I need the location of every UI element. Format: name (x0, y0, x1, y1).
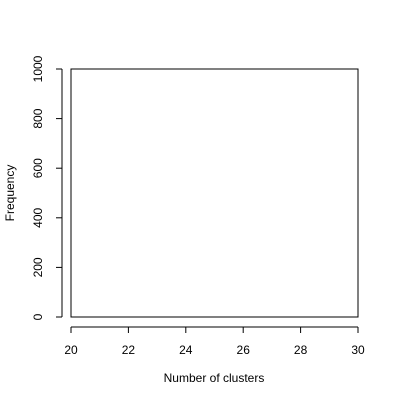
plot-frame (70, 68, 359, 318)
x-tick-label: 24 (179, 343, 193, 357)
x-axis: 20 22 24 26 28 30 (64, 326, 365, 357)
y-tick-label: 800 (31, 108, 45, 128)
y-tick-label: 200 (31, 257, 45, 277)
y-axis-title: Frequency (3, 165, 17, 222)
x-tick-label: 26 (237, 343, 251, 357)
x-tick-label: 22 (122, 343, 136, 357)
x-tick-label: 30 (351, 343, 365, 357)
x-tick-label: 28 (294, 343, 308, 357)
y-tick-label: 400 (31, 207, 45, 227)
y-tick-label: 600 (31, 158, 45, 178)
y-tick-label: 1000 (31, 55, 45, 82)
x-tick-label: 20 (64, 343, 78, 357)
x-axis-title: Number of clusters (164, 371, 265, 385)
y-axis: 0 200 400 600 800 1000 (31, 55, 63, 320)
y-tick-label: 0 (31, 313, 45, 320)
